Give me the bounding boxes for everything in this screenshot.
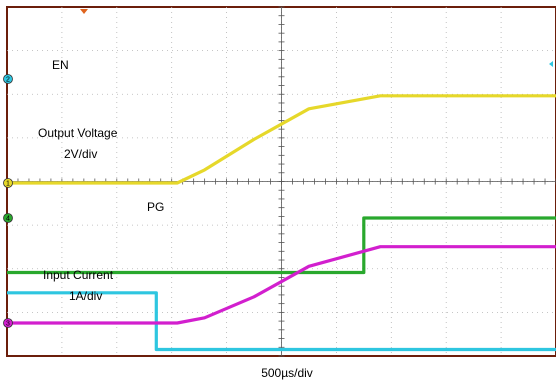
en-label: EN — [52, 58, 69, 72]
channel-marker-output-voltage — [3, 178, 13, 188]
channel-number-en: 2 — [6, 77, 10, 84]
channel-number-output-voltage: 1 — [6, 181, 10, 188]
trigger-position-marker — [80, 9, 88, 14]
trace-en — [7, 291, 556, 352]
channel-marker-input-current — [3, 318, 13, 328]
traces — [7, 94, 556, 352]
output-voltage-scale-label: 2V/div — [64, 147, 97, 161]
channel-number-pg: 4 — [6, 216, 10, 223]
trace-pg — [7, 216, 556, 275]
trace-output-voltage — [7, 94, 556, 185]
channel-marker-pg — [3, 213, 13, 223]
input-current-scale-label: 1A/div — [69, 289, 102, 303]
trace-input-current — [7, 245, 556, 325]
input-current-label: Input Current — [43, 268, 114, 282]
channel-markers: 2 1 4 3 — [3, 61, 553, 328]
channel-marker-en — [3, 74, 13, 84]
en-edge-indicator — [549, 61, 553, 67]
pg-label: PG — [147, 200, 164, 214]
channel-number-input-current: 3 — [6, 321, 10, 328]
output-voltage-label: Output Voltage — [38, 126, 118, 140]
time-per-div-label: 500µs/div — [261, 366, 313, 380]
trigger-marker — [80, 9, 88, 14]
